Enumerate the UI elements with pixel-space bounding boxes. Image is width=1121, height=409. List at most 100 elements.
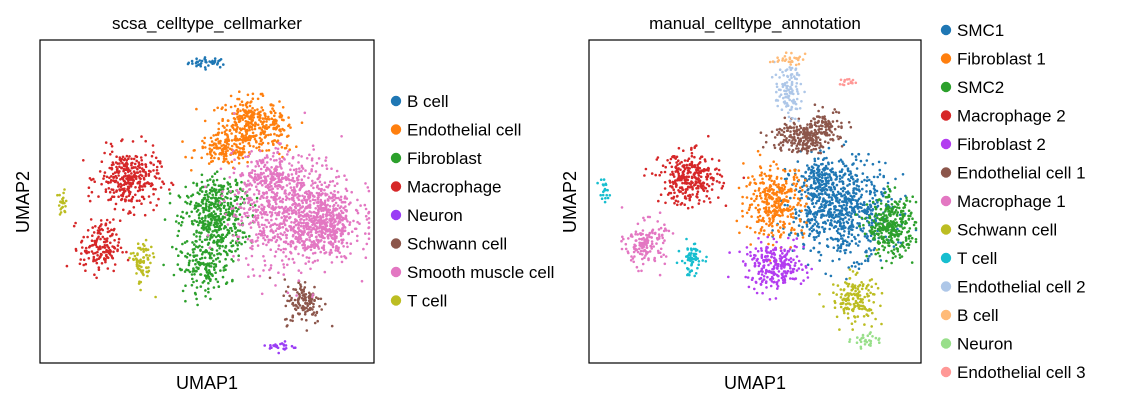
cell-point xyxy=(154,156,158,160)
cell-point xyxy=(316,204,320,208)
cell-point xyxy=(207,269,211,272)
cell-point xyxy=(304,221,308,225)
cell-point xyxy=(813,222,816,226)
cell-point xyxy=(291,315,295,318)
cell-point xyxy=(289,243,292,246)
cell-point xyxy=(104,254,108,257)
cell-point xyxy=(100,262,104,265)
cell-point xyxy=(122,183,126,186)
cell-point xyxy=(244,139,247,143)
cell-point xyxy=(305,200,308,203)
cell-point xyxy=(757,203,760,207)
cell-point xyxy=(113,239,116,242)
cell-point xyxy=(847,235,850,239)
cell-point xyxy=(300,318,304,321)
cell-point xyxy=(260,216,264,219)
cell-point xyxy=(221,215,225,218)
cell-point xyxy=(129,211,132,214)
cell-point xyxy=(354,227,358,231)
cell-point xyxy=(824,272,827,276)
cell-point xyxy=(144,165,148,169)
cell-point xyxy=(676,168,679,172)
cell-point xyxy=(230,151,233,155)
cell-point xyxy=(771,216,774,219)
cell-point xyxy=(815,213,819,216)
cell-point xyxy=(155,169,159,172)
cell-point xyxy=(252,145,255,148)
cell-point xyxy=(771,234,775,237)
cell-point xyxy=(802,181,806,184)
cell-point xyxy=(854,158,858,161)
cell-point xyxy=(840,194,843,198)
cell-point xyxy=(763,229,766,232)
cell-point xyxy=(295,304,298,308)
cell-point xyxy=(314,244,318,248)
cell-point xyxy=(134,193,137,197)
cell-point xyxy=(283,231,286,234)
cell-point xyxy=(210,186,214,190)
cell-point xyxy=(328,251,332,254)
cell-point xyxy=(101,228,104,232)
cell-point xyxy=(199,187,202,190)
cell-point xyxy=(875,224,878,227)
cell-point xyxy=(771,243,775,247)
cell-point xyxy=(914,200,918,204)
cell-point xyxy=(295,167,298,171)
cell-point xyxy=(304,296,308,299)
cell-point xyxy=(204,190,208,194)
cell-point xyxy=(148,182,151,185)
cell-point xyxy=(262,179,266,183)
cell-point xyxy=(327,199,330,202)
cell-point xyxy=(307,225,311,229)
cell-point xyxy=(273,235,277,238)
cell-point xyxy=(899,217,902,220)
cell-point xyxy=(258,274,262,278)
cell-point xyxy=(275,158,278,162)
x-axis-label: UMAP1 xyxy=(724,373,786,393)
cell-point xyxy=(720,175,724,178)
cell-point xyxy=(208,246,212,250)
cell-point xyxy=(136,167,139,171)
cell-point xyxy=(108,166,111,170)
plot-frame xyxy=(39,39,375,364)
cell-point xyxy=(261,242,265,246)
cell-point xyxy=(222,220,226,224)
cell-point xyxy=(224,103,227,107)
cell-point xyxy=(796,203,799,207)
series-smc2 xyxy=(854,185,918,270)
cell-point xyxy=(139,156,143,159)
cell-point xyxy=(237,120,241,124)
cell-point xyxy=(110,163,114,167)
cell-point xyxy=(247,141,251,145)
cell-point xyxy=(848,205,852,209)
cell-point xyxy=(868,207,871,211)
cell-point xyxy=(310,217,314,220)
cell-point xyxy=(807,191,810,195)
cell-point xyxy=(263,136,267,139)
cell-point xyxy=(260,195,264,198)
cell-point xyxy=(690,151,694,155)
cell-point xyxy=(282,273,286,276)
cell-point xyxy=(204,68,207,71)
cell-point xyxy=(84,269,87,273)
cell-point xyxy=(263,259,267,263)
cell-point xyxy=(140,269,144,273)
cell-point xyxy=(207,223,210,227)
cell-point xyxy=(305,238,309,241)
cell-point xyxy=(254,165,257,168)
cell-point xyxy=(822,188,826,192)
cell-point xyxy=(235,210,239,213)
cell-point xyxy=(177,222,181,225)
cell-point xyxy=(783,191,787,195)
cell-point xyxy=(238,138,242,141)
cell-point xyxy=(846,240,849,244)
cell-point xyxy=(685,175,689,178)
cell-point xyxy=(297,269,301,272)
cell-point xyxy=(135,159,138,163)
cell-point xyxy=(753,231,757,234)
cell-point xyxy=(211,59,214,63)
legend-item: T cell xyxy=(390,292,447,311)
cell-point xyxy=(236,244,239,247)
cell-point xyxy=(213,205,216,208)
cell-point xyxy=(277,184,280,187)
